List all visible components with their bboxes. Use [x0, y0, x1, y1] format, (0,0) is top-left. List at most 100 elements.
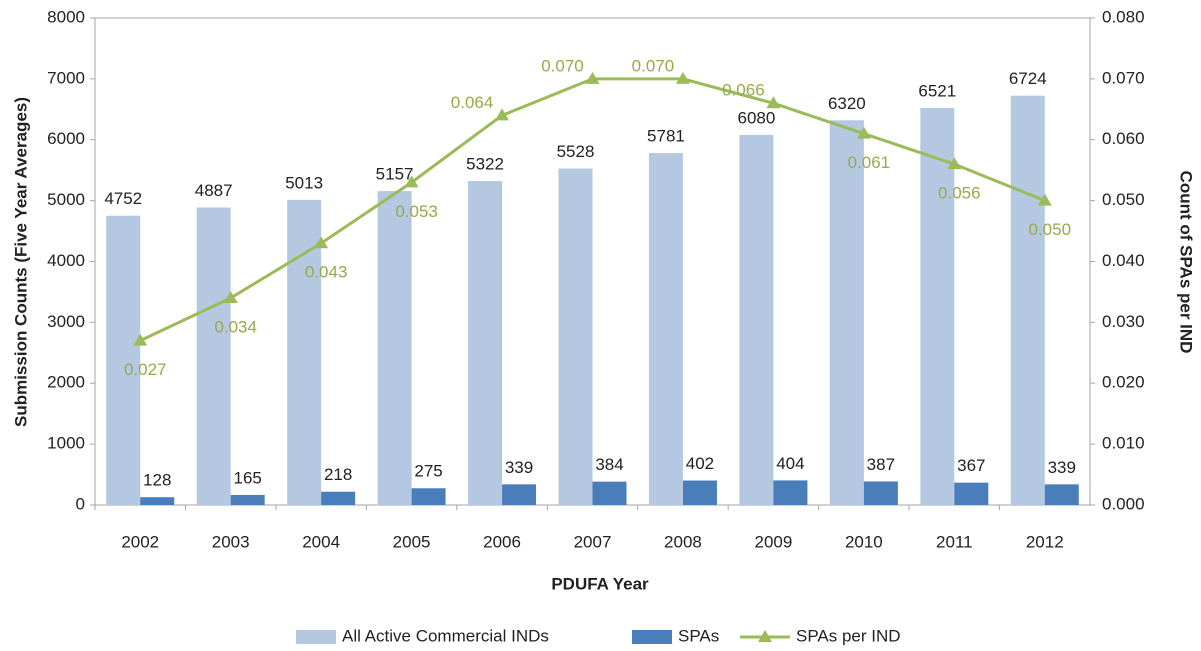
y-tick-label: 3000 [47, 312, 85, 331]
line-marker [133, 333, 148, 346]
bar-label: 5528 [557, 142, 595, 161]
y2-tick-label: 0.020 [1102, 373, 1145, 392]
y2-tick-label: 0.070 [1102, 68, 1145, 87]
bar-label: 5781 [647, 127, 685, 146]
bar [287, 199, 322, 505]
bar [592, 481, 627, 505]
line-label: 0.061 [848, 153, 891, 172]
line-marker [585, 71, 600, 84]
bar-label: 5157 [376, 165, 414, 184]
y2-tick-label: 0.050 [1102, 190, 1145, 209]
bar [196, 207, 231, 505]
line-label: 0.064 [451, 93, 494, 112]
line-label: 0.070 [541, 56, 584, 75]
y-tick-label: 0 [76, 494, 85, 513]
bar-label: 165 [233, 468, 261, 487]
bar [682, 480, 717, 505]
y2-tick-label: 0.080 [1102, 7, 1145, 26]
bar-label: 6521 [918, 82, 956, 101]
y-tick-label: 1000 [47, 434, 85, 453]
legend-label: SPAs [678, 626, 719, 645]
y-axis-title: Submission Counts (Five Year Averages) [11, 97, 30, 427]
line-marker [1037, 193, 1052, 206]
line-label: 0.053 [395, 202, 438, 221]
bar-label: 5013 [285, 173, 323, 192]
bar [106, 215, 141, 506]
bar [230, 494, 265, 505]
x-tick-label: 2012 [1026, 532, 1064, 551]
line-label: 0.066 [722, 81, 765, 100]
bar-label: 218 [324, 465, 352, 484]
line-label: 0.034 [214, 318, 257, 337]
y-tick-label: 2000 [47, 373, 85, 392]
x-tick-label: 2007 [574, 532, 612, 551]
bar [829, 120, 864, 506]
bar [954, 482, 989, 505]
bar-label: 5322 [466, 155, 504, 174]
bar [739, 134, 774, 505]
line-marker [766, 96, 781, 109]
y-tick-label: 8000 [47, 7, 85, 26]
bar [648, 153, 683, 506]
legend-marker [758, 630, 772, 642]
line-label: 0.050 [1028, 220, 1071, 239]
y2-tick-label: 0.010 [1102, 434, 1145, 453]
x-tick-label: 2010 [845, 532, 883, 551]
line-marker [856, 126, 871, 139]
bar-label: 6320 [828, 94, 866, 113]
line-marker [947, 157, 962, 170]
line-marker [495, 108, 510, 121]
legend-label: SPAs per IND [796, 626, 901, 645]
legend-swatch [296, 630, 336, 644]
y-tick-label: 7000 [47, 68, 85, 87]
x-tick-label: 2006 [483, 532, 521, 551]
bar [468, 181, 503, 505]
line-label: 0.056 [938, 184, 981, 203]
bar-label: 384 [595, 455, 623, 474]
y2-tick-label: 0.040 [1102, 251, 1145, 270]
y2-tick-label: 0.000 [1102, 494, 1145, 513]
bar-label: 367 [957, 456, 985, 475]
bar [411, 488, 446, 505]
line-marker [223, 291, 238, 304]
y2-tick-label: 0.060 [1102, 129, 1145, 148]
x-tick-label: 2009 [754, 532, 792, 551]
bar-label: 275 [414, 462, 442, 481]
legend-label: All Active Commercial INDs [342, 626, 549, 645]
bar [773, 480, 808, 505]
bar [377, 191, 412, 505]
bar-label: 387 [867, 455, 895, 474]
y-tick-label: 6000 [47, 129, 85, 148]
x-axis-title: PDUFA Year [551, 574, 649, 593]
bar-label: 404 [776, 454, 804, 473]
bar [1010, 95, 1045, 505]
bar [321, 491, 356, 505]
line-marker [675, 71, 690, 84]
bar [558, 168, 593, 505]
bar [502, 484, 537, 505]
bar-label: 339 [505, 458, 533, 477]
x-tick-label: 2008 [664, 532, 702, 551]
bar [920, 108, 955, 506]
y2-axis-title: Count of SPAs per IND [1177, 171, 1196, 354]
line-label: 0.043 [305, 263, 348, 282]
bar [140, 497, 175, 505]
bar-label: 128 [143, 471, 171, 490]
line-marker [314, 236, 329, 249]
bar [863, 481, 898, 505]
bar-label: 4752 [104, 189, 142, 208]
bar-label: 4887 [195, 181, 233, 200]
legend-swatch [632, 630, 672, 644]
bar-label: 6080 [737, 108, 775, 127]
bar-label: 402 [686, 454, 714, 473]
line-label: 0.070 [632, 56, 675, 75]
x-tick-label: 2002 [121, 532, 159, 551]
y2-tick-label: 0.030 [1102, 312, 1145, 331]
x-tick-label: 2005 [393, 532, 431, 551]
x-tick-label: 2011 [936, 532, 973, 551]
bar-label: 339 [1048, 458, 1076, 477]
line-marker [404, 175, 419, 188]
line-label: 0.027 [124, 360, 167, 379]
bar-label: 6724 [1009, 69, 1047, 88]
